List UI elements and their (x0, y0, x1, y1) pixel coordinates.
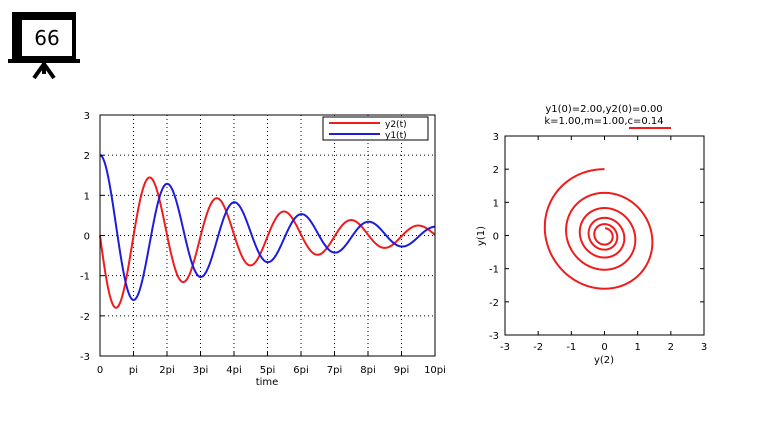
presentation-badge: 66 (8, 12, 80, 84)
left-y-tick-label: -2 (80, 312, 90, 323)
right-y-tick-label: 3 (493, 132, 499, 143)
left-y-tick-label: 0 (84, 232, 90, 243)
right-x-axis-label: y(2) (594, 355, 614, 366)
series-line-y1 (99, 154, 436, 301)
left-x-tick-label: 8pi (360, 365, 376, 376)
series-line-y2 (99, 176, 436, 309)
right-title-line2: k=1.00,m=1.00,c=0.14 (544, 116, 663, 127)
right-y-axis-label: y(1) (476, 226, 487, 246)
left-x-tick-label: 0 (97, 365, 103, 376)
left-x-tick-label: 7pi (327, 365, 343, 376)
left-x-tick-label: 5pi (260, 365, 276, 376)
right-x-tick-label: 1 (634, 342, 640, 353)
right-y-tick-label: -1 (489, 265, 499, 276)
right-title-params: k=1.00,m=1.00, (544, 116, 627, 127)
easel-legs-icon (8, 59, 80, 80)
right-x-tick-label: 0 (601, 342, 607, 353)
left-y-tick-label: -1 (80, 272, 90, 283)
legend: y2(t) y1(t) (322, 116, 429, 141)
left-x-tick-label: 9pi (394, 365, 410, 376)
left-x-tick-label: 6pi (293, 365, 309, 376)
right-x-tick-label: 3 (701, 342, 707, 353)
right-x-tick-label: 2 (668, 342, 674, 353)
right-y-tick-label: 2 (493, 165, 499, 176)
phase-portrait-chart: -3 -2 -1 0 1 2 3 -3 -2 -1 0 1 2 3 y1(0)=2.00,y2(0)=0… (476, 104, 707, 366)
time-series-chart: 0 pi 2pi 3pi 4pi 5pi 6pi 7pi 8pi 9pi 10pi -3 -2 -1 0 1… (80, 111, 446, 388)
legend-box (322, 116, 429, 141)
left-x-tick-label: pi (129, 365, 138, 376)
left-y-tick-label: 2 (84, 151, 90, 162)
right-plot-frame (504, 135, 705, 336)
left-x-ticks: 0 pi 2pi 3pi 4pi 5pi 6pi 7pi 8pi 9pi 10pi (97, 352, 446, 376)
right-curves (543, 168, 654, 290)
phase-spiral (543, 168, 654, 290)
right-y-ticks: -3 -2 -1 0 1 2 3 (489, 132, 704, 342)
left-x-axis-label: time (256, 377, 279, 388)
left-y-tick-label: 1 (84, 191, 90, 202)
right-x-tick-label: -3 (500, 342, 510, 353)
left-y-tick-label: 3 (84, 111, 90, 122)
left-y-ticks: -3 -2 -1 0 1 2 3 (80, 111, 104, 363)
right-y-tick-label: 1 (493, 198, 499, 209)
left-x-tick-label: 4pi (226, 365, 242, 376)
right-y-tick-label: -2 (489, 298, 499, 309)
left-y-tick-label: -3 (80, 352, 90, 363)
right-x-tick-label: -2 (533, 342, 543, 353)
legend-label-y2: y2(t) (385, 120, 407, 130)
right-title-line1: y1(0)=2.00,y2(0)=0.00 (545, 104, 662, 115)
right-y-tick-label: 0 (493, 232, 499, 243)
right-y-tick-label: -3 (489, 331, 499, 342)
legend-label-y1: y1(t) (385, 131, 407, 141)
left-x-tick-label: 2pi (159, 365, 175, 376)
presentation-board-icon: 66 (12, 12, 76, 62)
left-x-tick-label: 3pi (193, 365, 209, 376)
slide-number: 66 (22, 20, 72, 56)
left-x-tick-label: 10pi (424, 365, 446, 376)
right-title-damping: c=0.14 (628, 116, 664, 127)
left-curves (99, 154, 436, 309)
right-x-ticks: -3 -2 -1 0 1 2 3 (500, 136, 707, 353)
right-x-tick-label: -1 (566, 342, 576, 353)
